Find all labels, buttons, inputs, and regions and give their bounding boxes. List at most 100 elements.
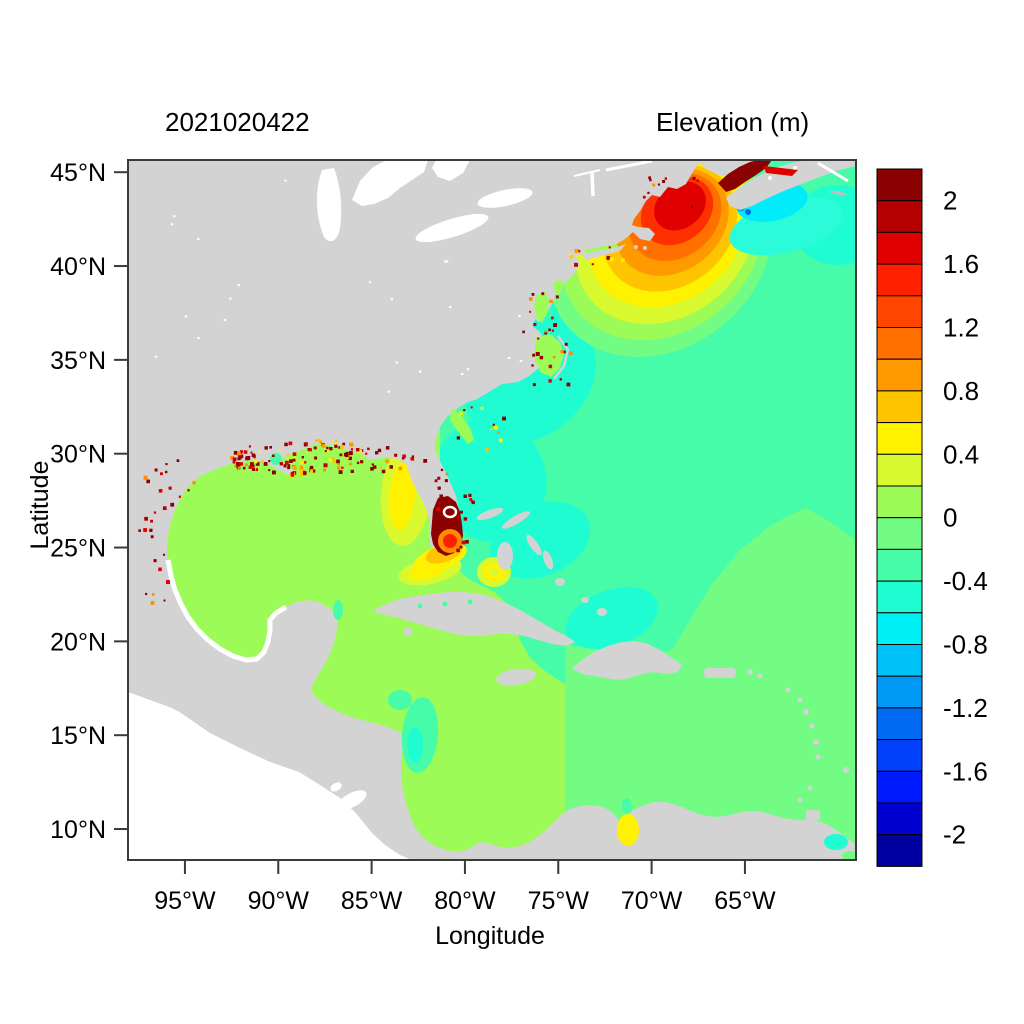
speckle <box>652 183 656 187</box>
speckle <box>551 329 554 332</box>
x-tick-label: 95°W <box>154 887 216 915</box>
speckle <box>299 465 304 470</box>
speckle <box>548 364 553 369</box>
speckle <box>158 489 163 493</box>
speckle <box>284 460 289 465</box>
speckle <box>329 447 333 451</box>
speckle <box>246 456 251 460</box>
y-tick-label: 35°N <box>50 347 106 375</box>
speckle <box>237 451 241 456</box>
colorbar-cell <box>876 263 923 297</box>
colorbar-tick-label: -0.8 <box>943 630 988 660</box>
speckle <box>551 316 554 320</box>
speckle <box>315 439 318 442</box>
land-speck <box>197 337 200 340</box>
speckle <box>245 463 248 467</box>
speckle <box>460 510 463 514</box>
speckle <box>153 559 157 563</box>
speckle <box>230 456 235 460</box>
speckle <box>145 592 148 596</box>
speckle <box>371 463 374 466</box>
speckle <box>257 468 260 471</box>
speckle <box>358 449 362 454</box>
speckle <box>178 495 181 498</box>
speckle <box>309 469 314 473</box>
speckle <box>471 500 475 505</box>
speckle <box>192 481 196 485</box>
colorbar-tick-label: -2 <box>943 820 966 850</box>
speckle <box>232 460 236 464</box>
speckle <box>261 460 264 464</box>
speckle <box>445 472 449 476</box>
speckle <box>548 379 552 383</box>
speckle <box>309 465 314 470</box>
x-axis-label: Longitude <box>435 922 545 950</box>
colorbar: 2 1.6 1.2 0.8 0.4 0 -0.4 -0.8 -1.2 -1.6 -2 <box>876 168 988 867</box>
colorbar-cell <box>876 644 923 677</box>
speckle <box>533 322 537 326</box>
land-speck <box>284 179 287 182</box>
speckle <box>498 438 503 443</box>
speckle <box>574 262 578 267</box>
speckle <box>343 452 348 457</box>
speckle <box>299 473 303 477</box>
speckle <box>591 263 594 266</box>
speckle <box>664 177 667 180</box>
speckle <box>301 456 304 459</box>
speckle <box>502 416 506 421</box>
colorbar-cell <box>876 168 923 202</box>
colorbar-cell <box>876 231 923 265</box>
speckle <box>255 462 260 466</box>
colorbar-cell <box>876 200 923 233</box>
speckle <box>286 453 289 456</box>
speckle <box>235 462 240 466</box>
speckle <box>340 445 344 450</box>
speckle <box>259 451 262 454</box>
speckle <box>154 468 158 472</box>
speckle <box>268 460 271 463</box>
speckle <box>240 450 243 454</box>
nearshore-features <box>333 599 856 860</box>
speckle <box>373 465 377 469</box>
speckle <box>250 465 254 469</box>
speckle <box>385 459 390 464</box>
colorbar-tick-label: 1.6 <box>943 249 979 279</box>
speckle <box>234 464 237 467</box>
speckle <box>535 352 540 356</box>
colorbar-cell <box>876 295 923 328</box>
speckle <box>288 441 293 446</box>
colorbar-cell <box>876 707 923 741</box>
speckle <box>438 501 441 505</box>
speckle <box>292 452 297 456</box>
estuary-strips <box>450 244 620 444</box>
colorbar-cell <box>876 675 923 709</box>
speckle <box>314 456 318 460</box>
outer-banks <box>553 335 570 380</box>
speckle <box>150 519 153 523</box>
speckle <box>238 456 242 460</box>
speckle <box>356 448 360 452</box>
y-tick-label: 15°N <box>50 722 106 750</box>
colorbar-cell <box>876 390 923 424</box>
campeche-coast-band <box>165 559 288 663</box>
speckle <box>532 354 535 357</box>
speckle <box>647 191 650 194</box>
speckle <box>350 448 354 451</box>
speckle <box>165 463 168 466</box>
land-speck <box>444 260 447 263</box>
land-speck <box>445 260 449 263</box>
speckle <box>659 202 662 205</box>
speckle <box>436 507 441 511</box>
speckle <box>696 179 699 182</box>
speckle <box>490 428 493 431</box>
colorbar-cell <box>876 612 923 645</box>
colorbar-title: Elevation (m) <box>656 107 809 137</box>
speckle <box>564 342 568 346</box>
speckle <box>553 323 557 327</box>
speckle <box>248 445 251 448</box>
speckle <box>292 458 296 462</box>
speckle <box>463 494 467 498</box>
speckle <box>402 457 405 460</box>
speckle <box>334 439 338 442</box>
